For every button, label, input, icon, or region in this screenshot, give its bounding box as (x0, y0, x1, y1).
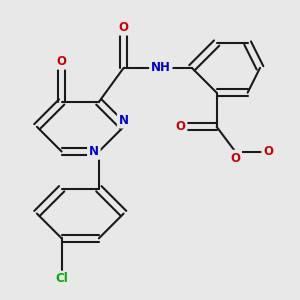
Text: NH: NH (151, 61, 171, 74)
Text: O: O (263, 145, 273, 158)
Text: N: N (119, 114, 129, 127)
Text: N: N (89, 145, 99, 158)
Text: O: O (57, 55, 67, 68)
Text: O: O (119, 21, 129, 34)
Text: O: O (230, 152, 240, 164)
Text: Cl: Cl (55, 272, 68, 285)
Text: O: O (176, 120, 186, 133)
